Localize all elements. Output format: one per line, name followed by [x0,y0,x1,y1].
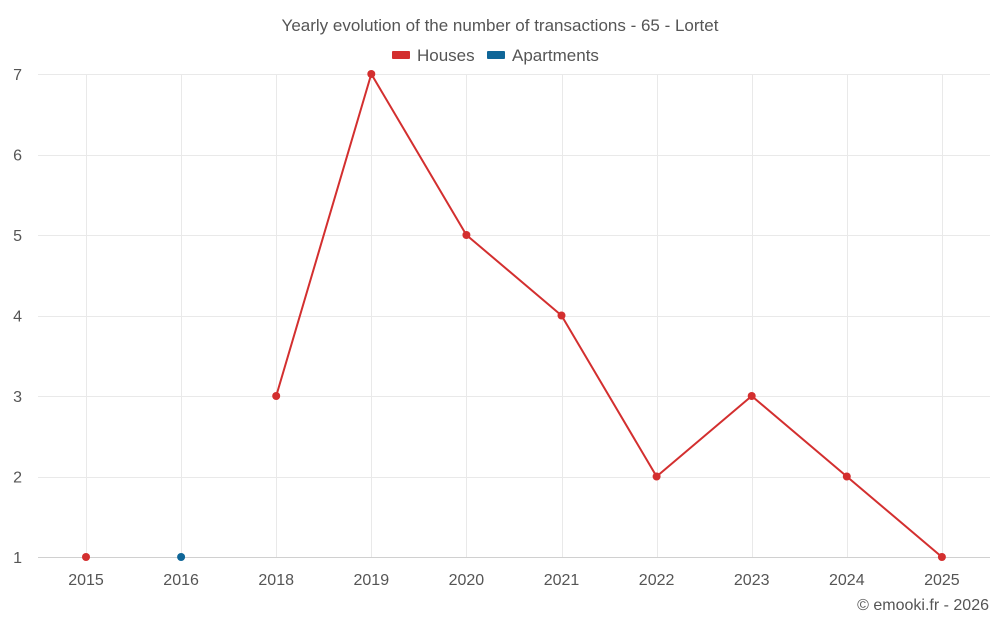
x-tick-label-2023: 2023 [734,572,770,589]
legend-label-apartments: Apartments [512,46,599,65]
series-apartments [177,553,186,561]
x-tick-label-2025: 2025 [924,572,960,589]
y-gridlines [38,74,990,478]
x-tick-label-2015: 2015 [68,572,104,589]
point-houses-2024[interactable] [842,472,851,481]
y-tick-label-4: 4 [13,309,22,326]
y-tick-label-7: 7 [13,67,22,84]
x-tick-label-2016: 2016 [163,572,199,589]
y-tick-labels: 1 2 3 4 5 6 7 [13,67,22,567]
point-houses-2022[interactable] [652,472,661,481]
legend: Houses Apartments [392,46,599,65]
x-tick-labels: 2015 2016 2018 2019 2020 2021 2022 2023 2024 2025 [68,572,960,589]
y-tick-label-6: 6 [13,148,22,165]
legend-item-apartments[interactable]: Apartments [487,46,599,65]
series-houses [82,70,946,561]
point-houses-2021[interactable] [557,311,566,320]
y-tick-label-5: 5 [13,228,22,245]
x-tick-label-2021: 2021 [544,572,580,589]
legend-swatch-apartments [487,51,505,59]
x-tick-label-2024: 2024 [829,572,865,589]
y-tick-label-1: 1 [13,550,22,567]
x-tick-label-2020: 2020 [449,572,485,589]
chart-title: Yearly evolution of the number of transa… [282,16,719,35]
series-layer [82,70,946,561]
y-tick-label-3: 3 [13,389,22,406]
credit-text: © emooki.fr - 2026 [857,597,989,614]
point-houses-2020[interactable] [462,231,471,239]
legend-item-houses[interactable]: Houses [392,46,475,65]
y-tick-label-2: 2 [13,470,22,487]
legend-swatch-houses [392,51,410,59]
series-line-houses [275,73,943,558]
point-houses-2023[interactable] [747,392,756,400]
point-houses-2019[interactable] [367,70,376,78]
point-apartments-2016[interactable] [177,553,186,561]
legend-label-houses: Houses [417,46,475,65]
x-gridlines [86,74,943,557]
x-tick-label-2022: 2022 [639,572,675,589]
point-houses-2025[interactable] [937,553,946,561]
point-houses-2018[interactable] [272,392,281,400]
x-tick-label-2019: 2019 [354,572,390,589]
point-houses-2015[interactable] [82,553,90,561]
x-tick-label-2018: 2018 [258,572,294,589]
